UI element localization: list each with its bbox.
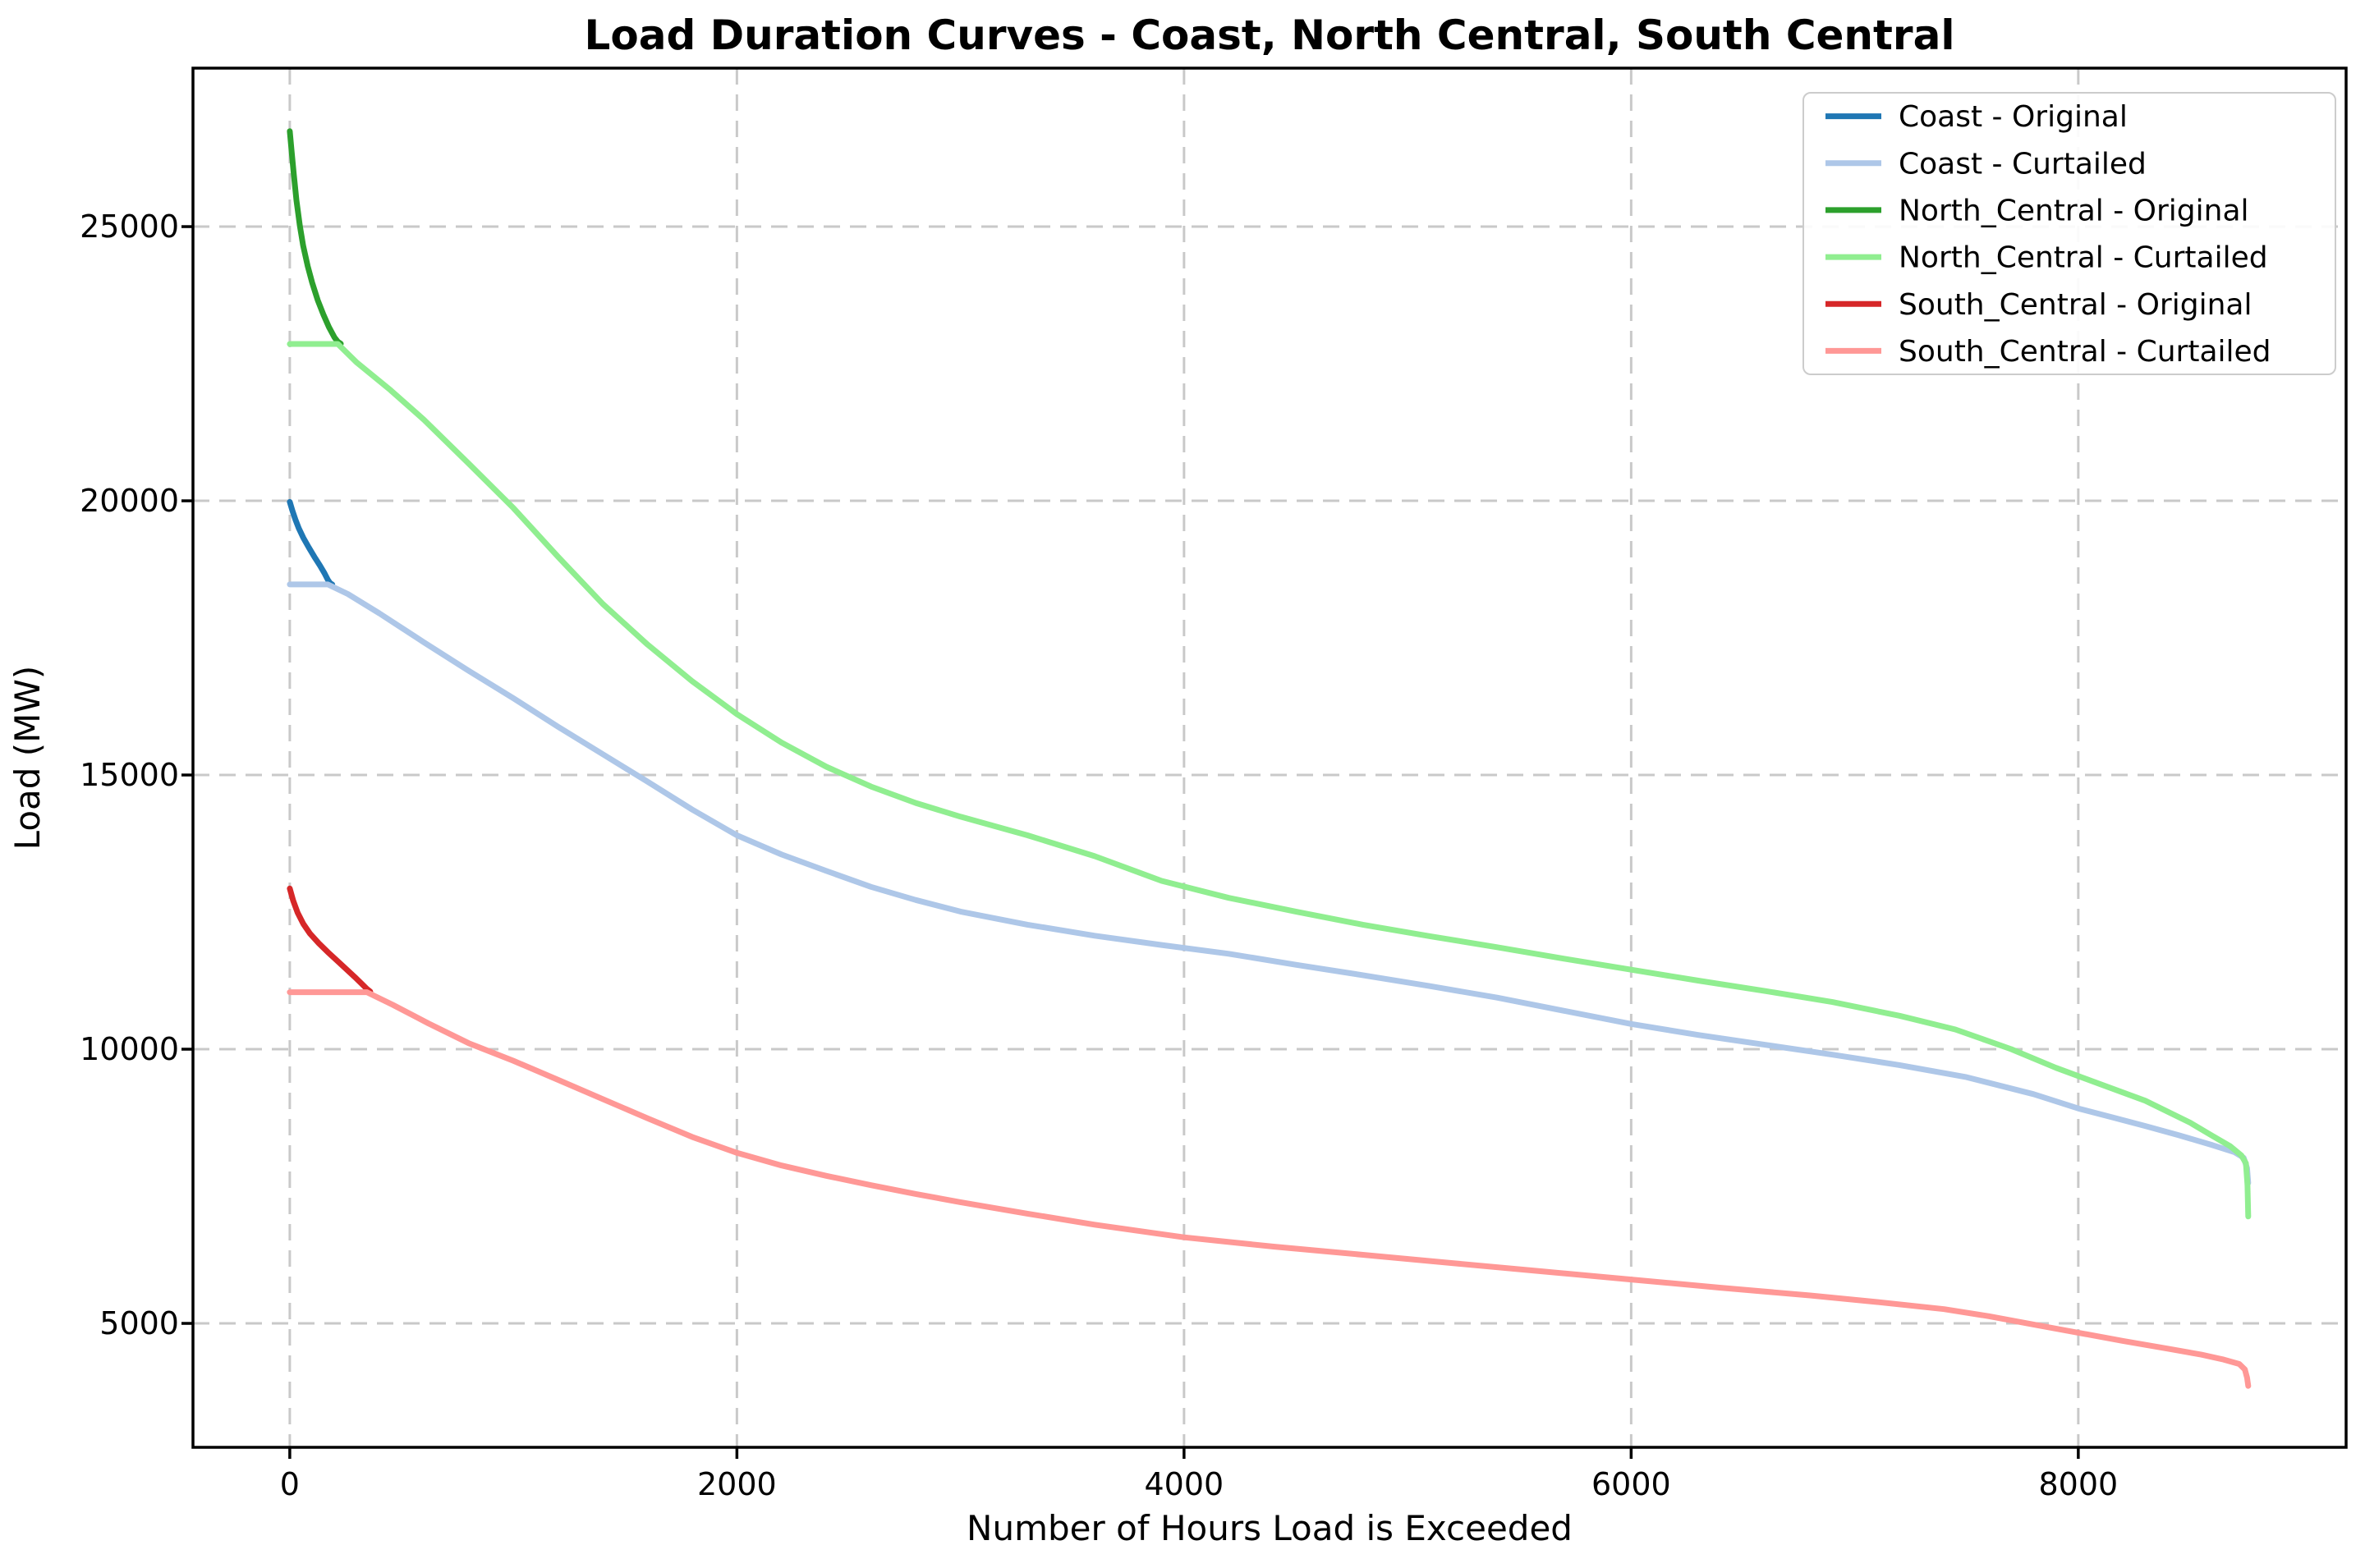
x-tick-label-8000: 8000 (2038, 1466, 2118, 1502)
y-tick-label-10000: 10000 (80, 1031, 179, 1067)
series-line-south-central-curtailed (287, 989, 2252, 1389)
series-line-coast-original (287, 498, 336, 588)
legend-box (1802, 92, 2336, 375)
x-tick-label-2000: 2000 (697, 1466, 777, 1502)
x-tick-label-0: 0 (280, 1466, 300, 1502)
y-tick-label-25000: 25000 (80, 209, 179, 245)
y-tick-label-20000: 20000 (80, 483, 179, 519)
series-line-south-central-original (287, 885, 374, 995)
legend-label-0: Coast - Original (1899, 100, 2128, 134)
x-tick-label-6000: 6000 (1591, 1466, 1671, 1502)
legend-label-3: North_Central - Curtailed (1899, 241, 2268, 275)
legend-label-5: South_Central - Curtailed (1899, 335, 2271, 369)
y-tick-label-5000: 5000 (99, 1305, 179, 1341)
y-tick-label-15000: 15000 (80, 757, 179, 793)
x-axis-label: Number of Hours Load is Exceeded (967, 1508, 1573, 1548)
series-line-north-central-curtailed (287, 341, 2252, 1220)
legend-label-2: North_Central - Original (1899, 194, 2249, 227)
legend-label-4: South_Central - Original (1899, 288, 2252, 322)
series-line-north-central-original (287, 128, 344, 347)
series-line-coast-curtailed (287, 581, 2252, 1186)
chart-title: Load Duration Curves - Coast, North Cent… (585, 11, 1955, 59)
legend-label-1: Coast - Curtailed (1899, 147, 2147, 181)
y-axis-label: Load (MW) (7, 666, 48, 850)
x-tick-label-4000: 4000 (1145, 1466, 1224, 1502)
plot-border (191, 66, 2348, 1449)
